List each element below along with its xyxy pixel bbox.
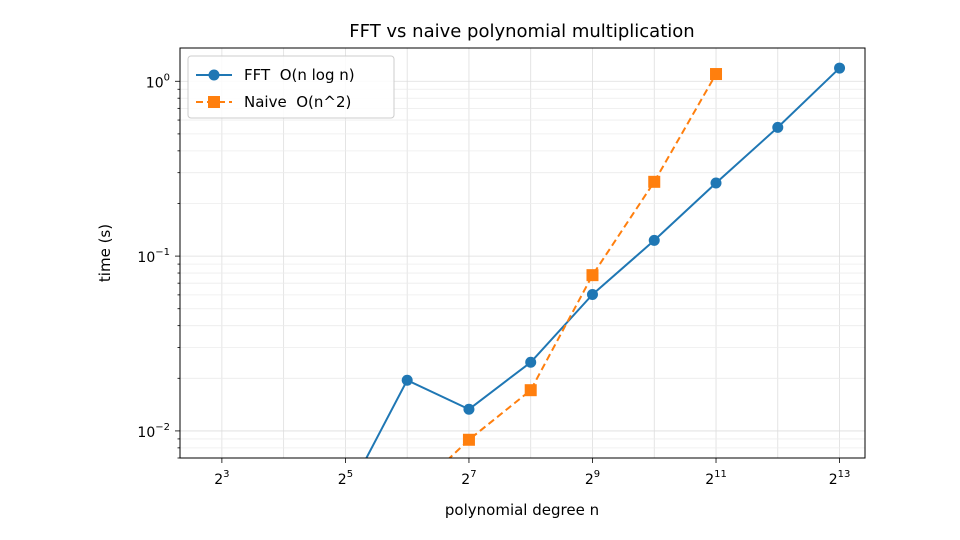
x-axis-label: polynomial degree n bbox=[445, 501, 599, 519]
naive-point bbox=[462, 433, 475, 446]
legend-label-1: Naive O(n^2) bbox=[244, 93, 351, 111]
y-tick-label: 100 bbox=[146, 72, 170, 91]
fft-point bbox=[834, 62, 846, 74]
x-tick-label: 25 bbox=[338, 469, 353, 488]
legend-marker-circle bbox=[208, 69, 220, 81]
naive-point bbox=[710, 68, 723, 81]
x-tick-label: 27 bbox=[461, 469, 476, 488]
fft-point bbox=[401, 374, 413, 386]
y-axis-label: time (s) bbox=[96, 224, 114, 282]
x-tick-label: 29 bbox=[585, 469, 600, 488]
fft-point bbox=[648, 234, 660, 246]
fft-point bbox=[772, 121, 784, 133]
x-tick-label: 213 bbox=[829, 469, 851, 488]
chart-title: FFT vs naive polynomial multiplication bbox=[349, 21, 694, 42]
ticks: 23 25 27 29 211 213 100 10−1 10−2 bbox=[137, 72, 850, 488]
series-line-1 bbox=[448, 73, 717, 458]
fft-point bbox=[463, 403, 475, 415]
fft-point bbox=[710, 177, 722, 189]
legend-box bbox=[187, 55, 395, 119]
legend-marker-square bbox=[208, 96, 220, 108]
naive-point bbox=[586, 269, 599, 282]
y-tick-label: 10−2 bbox=[137, 422, 170, 441]
legend-label-0: FFT O(n log n) bbox=[244, 66, 355, 84]
fft-point bbox=[525, 356, 537, 368]
naive-point bbox=[524, 384, 537, 397]
series-layer bbox=[365, 62, 846, 458]
fft-point bbox=[586, 289, 598, 301]
y-tick-label: 10−1 bbox=[137, 247, 170, 266]
plot-frame bbox=[179, 47, 866, 459]
naive-point bbox=[648, 175, 661, 188]
x-tick-label: 23 bbox=[214, 469, 229, 488]
x-tick-label: 211 bbox=[705, 469, 727, 488]
legend: FFT O(n log n) Naive O(n^2) bbox=[187, 55, 395, 119]
